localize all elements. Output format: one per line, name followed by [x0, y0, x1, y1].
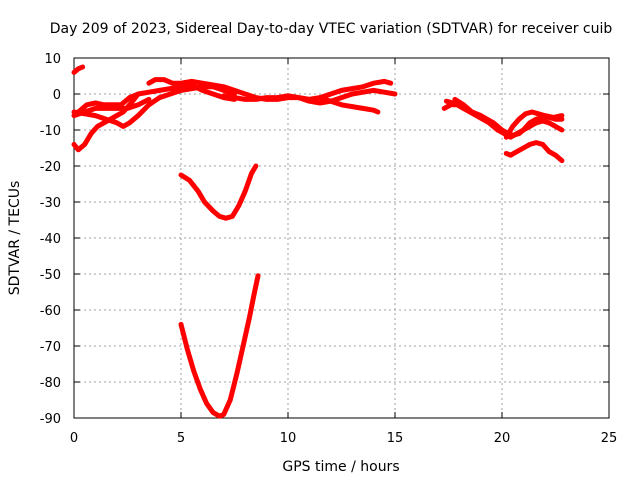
- y-tick-label: -50: [40, 268, 61, 283]
- series-arc-4: [71, 84, 237, 129]
- x-tick-label: 15: [387, 431, 404, 446]
- series-arc-13: [503, 109, 565, 140]
- series-arc-3: [75, 82, 237, 115]
- chart-title: Day 209 of 2023, Sidereal Day-to-day VTE…: [50, 21, 613, 37]
- y-tick-label: -40: [40, 232, 61, 247]
- x-tick-label: 20: [494, 431, 511, 446]
- series-arc-14: [503, 140, 565, 164]
- x-tick-label: 25: [601, 431, 618, 446]
- y-tick-label: -30: [40, 196, 61, 211]
- x-tick-label: 0: [70, 431, 78, 446]
- y-tick-label: 10: [44, 52, 61, 67]
- y-tick-label: -60: [40, 304, 61, 319]
- series-arc-10: [178, 273, 261, 419]
- series-group: [71, 64, 565, 419]
- y-tick-label: -90: [40, 412, 61, 427]
- ticks: 0 5 10 15 20 25 10 0 -10 -20 -30 -40 -50 -60 -70 -80 -90: [40, 52, 618, 446]
- y-tick-label: -80: [40, 376, 61, 391]
- y-tick-label: -20: [40, 160, 61, 175]
- series-arc-9: [178, 163, 259, 221]
- y-tick-label: -10: [40, 124, 61, 139]
- y-tick-label: -70: [40, 340, 61, 355]
- x-axis-label: GPS time / hours: [282, 459, 399, 475]
- series-arc-1: [71, 64, 86, 75]
- x-tick-label: 10: [280, 431, 297, 446]
- series-arc-15: [441, 102, 501, 133]
- y-axis-label: SDTVAR / TECUs: [7, 181, 23, 296]
- y-tick-label: 0: [53, 88, 61, 103]
- series-arc-7: [221, 87, 398, 106]
- series-arc-5: [71, 96, 152, 119]
- x-tick-label: 5: [177, 431, 185, 446]
- series-arc-8: [317, 95, 381, 115]
